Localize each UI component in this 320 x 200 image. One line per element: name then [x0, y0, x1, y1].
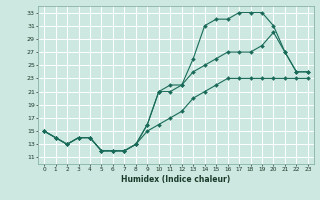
X-axis label: Humidex (Indice chaleur): Humidex (Indice chaleur) — [121, 175, 231, 184]
